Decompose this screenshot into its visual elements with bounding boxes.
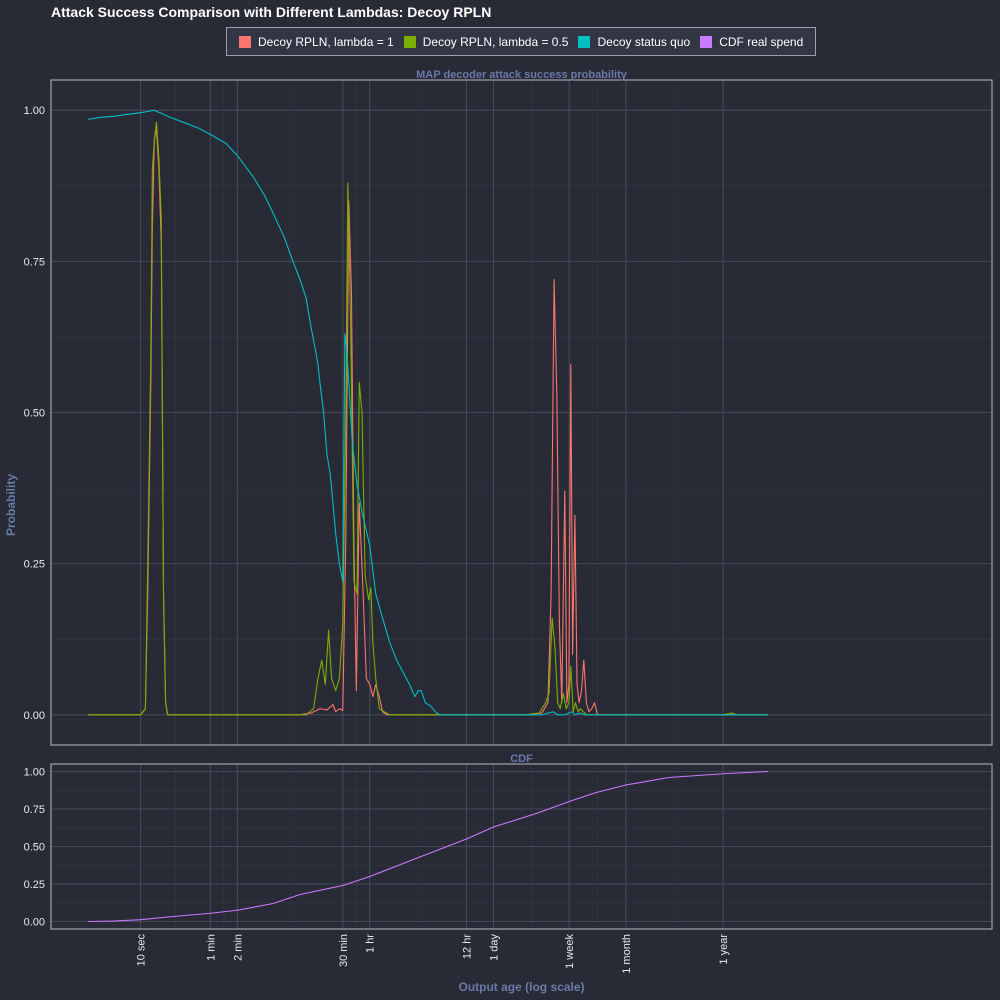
main-y-tick-label: 1.00 (24, 105, 45, 117)
cdf-y-tick-label: 0.25 (24, 879, 45, 891)
x-tick-label: 30 min (338, 934, 350, 967)
x-tick-label: 12 hr (461, 934, 473, 959)
main-y-tick-label: 0.50 (24, 408, 45, 420)
cdf-y-tick-label: 0.75 (24, 804, 45, 816)
x-tick-label: 1 day (488, 934, 500, 961)
cdf-strip-label: CDF (510, 753, 533, 765)
main-y-tick-label: 0.25 (24, 559, 45, 571)
x-axis-title: Output age (log scale) (458, 980, 584, 994)
y-axis-title: Probability (4, 474, 18, 536)
cdf-y-tick-label: 0.00 (24, 917, 45, 929)
x-tick-label: 1 year (718, 934, 730, 965)
cdf-series-line-0 (88, 770, 769, 923)
x-tick-label: 1 week (564, 934, 576, 969)
main-series-line-1 (88, 121, 769, 716)
legend-item-status-quo: Decoy status quo (578, 35, 690, 49)
main-strip-label: MAP decoder attack success probability (416, 69, 628, 81)
chart-title: Attack Success Comparison with Different… (51, 4, 491, 20)
main-y-tick-label: 0.75 (24, 256, 45, 268)
legend-item-lambda-1: Decoy RPLN, lambda = 1 (239, 35, 394, 49)
main-panel-border (50, 79, 993, 746)
cdf-y-tick-label: 1.00 (24, 767, 45, 779)
x-tick-label: 1 hr (365, 934, 377, 953)
x-tick-label: 1 month (621, 934, 633, 974)
legend-label-lambda-1: Decoy RPLN, lambda = 1 (258, 34, 394, 49)
legend: Decoy RPLN, lambda = 1 Decoy RPLN, lambd… (226, 27, 816, 56)
legend-key-lambda-1 (239, 35, 251, 48)
cdf-panel-border (50, 763, 993, 930)
legend-label-cdf: CDF real spend (719, 34, 804, 49)
legend-label-lambda-05: Decoy RPLN, lambda = 0.5 (422, 34, 569, 49)
legend-label-status-quo: Decoy status quo (597, 34, 691, 49)
legend-key-cdf (700, 35, 713, 48)
main-series-line-2 (88, 109, 769, 716)
main-y-tick-label: 0.00 (24, 710, 45, 722)
x-tick-label: 1 min (205, 934, 217, 961)
cdf-y-tick-label: 0.50 (24, 842, 45, 854)
legend-key-lambda-05 (403, 35, 416, 48)
legend-item-lambda-05: Decoy RPLN, lambda = 0.5 (403, 34, 569, 49)
x-tick-label: 2 min (232, 934, 244, 961)
legend-item-cdf: CDF real spend (700, 35, 803, 49)
x-tick-label: 10 sec (136, 934, 148, 967)
legend-key-status-quo (578, 35, 591, 48)
